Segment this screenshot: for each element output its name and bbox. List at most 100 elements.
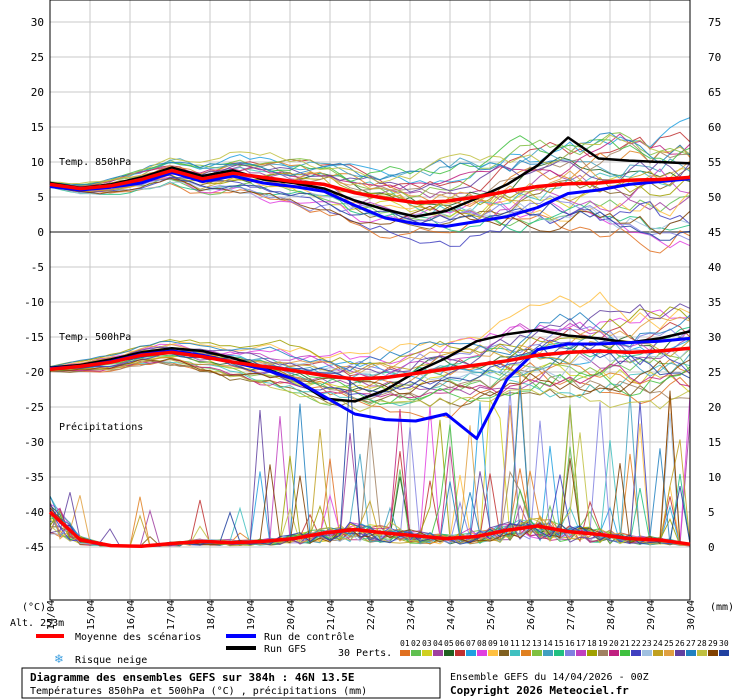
y-tick-left: 10	[31, 156, 44, 169]
left-unit-label: (°C)	[22, 602, 46, 613]
pert-legend-swatch	[576, 650, 586, 656]
mean-line-precip	[48, 510, 691, 549]
pert-legend-swatch	[499, 650, 509, 656]
y-tick-right: 55	[708, 156, 721, 169]
pert-legend-label: 07	[466, 639, 476, 648]
pert-legend-label: 26	[675, 639, 685, 648]
legend-label-gfs: Run GFS	[264, 644, 306, 655]
x-tick-label: 15/04	[86, 600, 97, 630]
pert-line-850	[49, 135, 691, 185]
x-tick-label: 24/04	[446, 600, 457, 630]
pert-legend-label: 27	[686, 639, 696, 648]
x-tick-label: 25/04	[486, 600, 497, 630]
x-tick-label: 29/04	[646, 600, 657, 630]
y-tick-right: 50	[708, 191, 721, 204]
x-tick-label: 30/04	[686, 600, 697, 630]
pert-legend-label: 01	[400, 639, 410, 648]
pert-line-850	[49, 144, 691, 207]
pert-line-850	[49, 181, 691, 230]
pert-line-500	[49, 356, 691, 393]
pert-legend-swatch	[719, 650, 729, 656]
y-tick-left: -25	[24, 401, 44, 414]
pert-legend-label: 12	[521, 639, 531, 648]
pert-legend-label: 06	[455, 639, 465, 648]
pert-legend-swatch	[466, 650, 476, 656]
copyright: Copyright 2026 Meteociel.fr	[450, 684, 629, 697]
x-tick-label: 17/04	[166, 600, 177, 630]
y-tick-right: 10	[708, 471, 721, 484]
y-tick-left: -30	[24, 436, 44, 449]
mean-line-850	[49, 168, 691, 205]
y-tick-right: 70	[708, 51, 721, 64]
chart-subtitle: Températures 850hPa et 500hPa (°C) , pré…	[30, 685, 367, 697]
pert-legend-swatch	[510, 650, 520, 656]
pert-legend-label: 13	[532, 639, 542, 648]
gfs-line-500	[49, 328, 691, 403]
y-tick-right: 45	[708, 226, 721, 239]
legend-label-snow: Risque neige	[75, 655, 147, 666]
pert-legend-swatch	[554, 650, 564, 656]
pert-legend-swatch	[532, 650, 542, 656]
pert-legend-swatch	[708, 650, 718, 656]
pert-legend-swatch	[444, 650, 454, 656]
x-tick-label: 22/04	[366, 600, 377, 630]
y-tick-left: -40	[24, 506, 44, 519]
y-tick-right: 25	[708, 366, 721, 379]
y-tick-left: -15	[24, 331, 44, 344]
x-tick-label: 20/04	[286, 600, 297, 630]
pert-legend-swatch	[620, 650, 630, 656]
pert-legend-label: 10	[499, 639, 509, 648]
pert-line-850	[49, 147, 691, 188]
pert-legend-swatch	[686, 650, 696, 656]
panel-label-t850: Temp. 850hPa	[59, 157, 131, 168]
pert-legend-label: 08	[477, 639, 487, 648]
pert-legend-swatch	[521, 650, 531, 656]
y-tick-right: 0	[708, 541, 715, 554]
y-tick-left: -20	[24, 366, 44, 379]
pert-legend-swatch	[631, 650, 641, 656]
y-tick-left: -10	[24, 296, 44, 309]
y-tick-left: 5	[37, 191, 44, 204]
pert-legend-label: 04	[433, 639, 443, 648]
legend-label-control: Run de contrôle	[264, 631, 354, 643]
y-tick-right: 65	[708, 86, 721, 99]
y-tick-right: 75	[708, 16, 721, 29]
y-tick-right: 60	[708, 121, 721, 134]
pert-legend-swatch	[455, 650, 465, 656]
pert-legend-swatch	[653, 650, 663, 656]
pert-legend-label: 02	[411, 639, 421, 648]
x-tick-label: 28/04	[606, 600, 617, 630]
pert-line-500	[49, 354, 691, 393]
y-tick-left: -45	[24, 541, 44, 554]
y-tick-right: 5	[708, 506, 715, 519]
pert-line-850	[49, 133, 691, 190]
gfs-line-850	[49, 136, 691, 218]
pert-legend-label: 22	[631, 639, 641, 648]
y-tick-left: 30	[31, 16, 44, 29]
control-line-850	[49, 171, 691, 228]
pert-legend-label: 25	[664, 639, 674, 648]
snowflake-icon: ❄	[54, 652, 64, 666]
x-tick-label: 18/04	[206, 600, 217, 630]
pert-line-850	[50, 134, 691, 185]
x-tick-label: 14/04	[46, 600, 57, 630]
pert-line-850	[49, 177, 691, 241]
pert-legend-label: 16	[565, 639, 575, 648]
pert-legend-label: 21	[620, 639, 630, 648]
pert-legend-label: 30	[719, 639, 729, 648]
y-tick-left: 15	[31, 121, 44, 134]
y-tick-right: 15	[708, 436, 721, 449]
pert-legend-swatch	[664, 650, 674, 656]
grid-layer	[49, 0, 691, 600]
pert-legend-swatch	[400, 650, 410, 656]
pert-line-500	[49, 311, 691, 372]
pert-legend-label: 09	[488, 639, 498, 648]
pert-line-500	[49, 358, 691, 399]
pert-legend-swatch	[477, 650, 487, 656]
pert-legend-label: 05	[444, 639, 454, 648]
pert-line-500	[49, 357, 691, 397]
pert-legend-label: 18	[587, 639, 597, 648]
pert-legend-swatch	[411, 650, 421, 656]
y-tick-left: -35	[24, 471, 44, 484]
pert-legend-swatch	[598, 650, 608, 656]
